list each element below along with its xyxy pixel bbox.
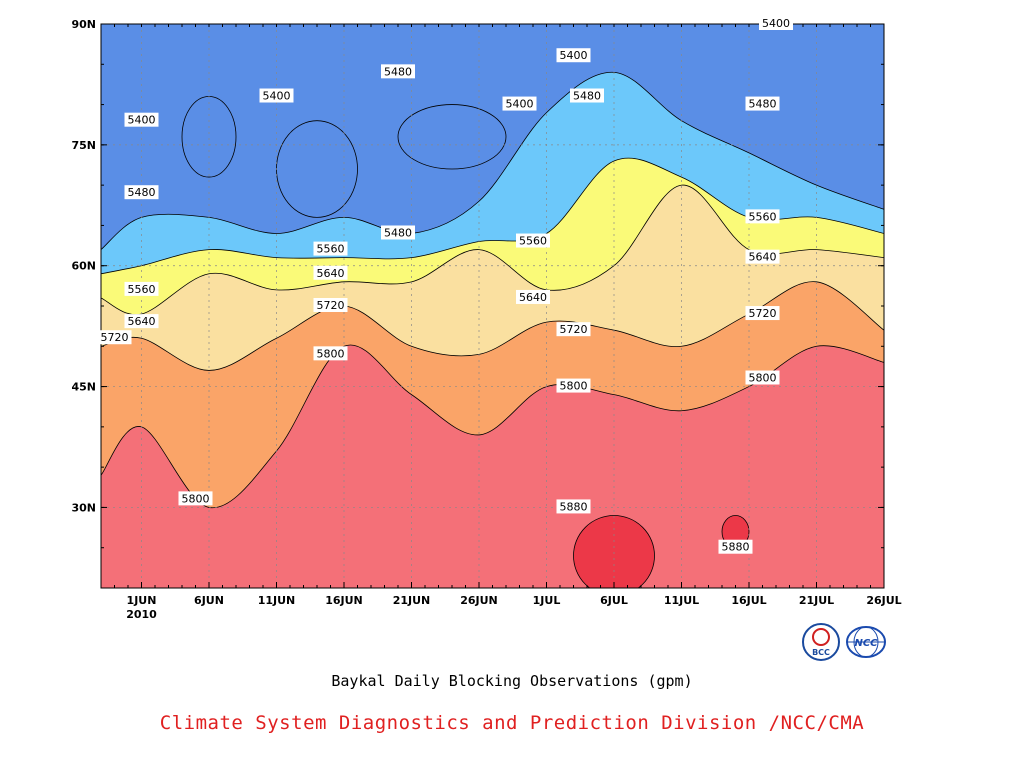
contour-label: 5880 (556, 499, 591, 514)
x-tick-label: 26JUL (866, 594, 901, 607)
svg-text:5400: 5400 (560, 49, 588, 62)
svg-text:5480: 5480 (128, 186, 156, 199)
x-tick-label: 21JUL (799, 594, 834, 607)
y-tick-label: 90N (71, 18, 96, 31)
grid-lines (101, 23, 885, 588)
feature-5880-3 (573, 515, 655, 588)
feature-5400-1 (276, 120, 358, 218)
svg-text:5800: 5800 (560, 380, 588, 393)
contour-label: 5720 (745, 306, 780, 321)
x-tick-label: 6JUL (600, 594, 628, 607)
contour-label: 5640 (516, 289, 550, 304)
svg-text:5400: 5400 (263, 90, 291, 103)
contour-label: 5400 (259, 88, 294, 103)
contour-label: 5480 (381, 64, 415, 79)
axis-ticks: 1JUN 6JUN 11JUN 16JUN 21JUN 26JUN 1JUL 6JUL 11JU… (71, 18, 901, 621)
svg-text:5800: 5800 (182, 492, 210, 505)
contour-label: 5640 (313, 265, 348, 280)
svg-text:5560: 5560 (519, 235, 547, 248)
svg-text:5880: 5880 (560, 500, 588, 513)
contour-label: 5720 (97, 330, 132, 345)
svg-text:5400: 5400 (506, 98, 534, 111)
x-tick-label: 16JUN (325, 594, 363, 607)
contour-label: 5480 (381, 225, 415, 240)
contour-label: 5800 (313, 346, 348, 361)
svg-text:5400: 5400 (128, 114, 156, 127)
contour-label: 5880 (718, 539, 753, 554)
x-tick-label: 11JUN (258, 594, 296, 607)
x-year-label: 2010 (126, 608, 157, 621)
svg-text:5720: 5720 (749, 307, 777, 320)
svg-text:5720: 5720 (317, 299, 345, 312)
contour-label: 5400 (124, 112, 159, 127)
svg-text:5640: 5640 (519, 291, 547, 304)
contour-label: 5640 (745, 249, 780, 264)
contour-label: 5400 (759, 16, 793, 30)
contour-label: 5560 (516, 233, 550, 248)
contour-labels: 5400 5400 5480 5400 5400 5480 5400 5480 5480 5480… (97, 16, 793, 554)
svg-text:5640: 5640 (128, 315, 156, 328)
svg-text:5560: 5560 (317, 243, 345, 256)
svg-text:5480: 5480 (384, 65, 412, 78)
svg-text:5560: 5560 (128, 283, 156, 296)
bcc-logo: BCC (802, 623, 840, 661)
x-tick-label: 1JUN (127, 594, 157, 607)
svg-text:5800: 5800 (749, 372, 777, 385)
svg-text:5640: 5640 (317, 267, 345, 280)
chart-credit: Climate System Diagnostics and Predictio… (159, 712, 865, 734)
contour-label: 5560 (124, 281, 159, 296)
svg-text:BCC: BCC (812, 648, 830, 657)
y-tick-label: 30N (71, 501, 96, 514)
contour-label: 5800 (745, 370, 780, 385)
contour-label: 5480 (570, 88, 604, 103)
x-tick-label: 21JUN (393, 594, 431, 607)
contour-label: 5800 (178, 491, 213, 506)
svg-text:5640: 5640 (749, 251, 777, 264)
x-tick-label: 16JUL (731, 594, 766, 607)
svg-text:5480: 5480 (573, 90, 601, 103)
contour-label: 5800 (556, 378, 591, 393)
contour-label: 5560 (745, 209, 780, 224)
contour-features (181, 96, 750, 588)
x-tick-label: 6JUN (194, 594, 224, 607)
svg-text:5560: 5560 (749, 210, 777, 223)
contour-label: 5480 (124, 185, 159, 200)
svg-text:5400: 5400 (762, 17, 790, 30)
y-tick-label: 45N (71, 381, 96, 394)
feature-5400-2 (397, 104, 507, 170)
svg-text:5720: 5720 (101, 331, 129, 344)
svg-text:5480: 5480 (384, 226, 412, 239)
svg-text:5720: 5720 (560, 323, 588, 336)
svg-text:5880: 5880 (722, 541, 750, 554)
x-tick-label: 26JUN (460, 594, 498, 607)
svg-text:5800: 5800 (317, 347, 345, 360)
svg-text:5480: 5480 (749, 98, 777, 111)
contour-label: 5720 (313, 298, 348, 312)
ncc-logo: NCC (846, 626, 886, 658)
x-tick-label: 1JUL (533, 594, 561, 607)
x-tick-label: 11JUL (664, 594, 699, 607)
svg-text:NCC: NCC (854, 638, 878, 649)
contour-label: 5720 (556, 322, 591, 337)
y-tick-label: 60N (71, 260, 96, 273)
contour-label: 5560 (313, 241, 348, 256)
y-tick-label: 75N (71, 139, 96, 152)
chart-title: Baykal Daily Blocking Observations (gpm) (331, 672, 693, 690)
contour-label: 5400 (502, 96, 537, 111)
contour-label: 5640 (124, 314, 159, 329)
contour-label: 5480 (745, 96, 780, 111)
contour-label: 5400 (556, 48, 591, 63)
